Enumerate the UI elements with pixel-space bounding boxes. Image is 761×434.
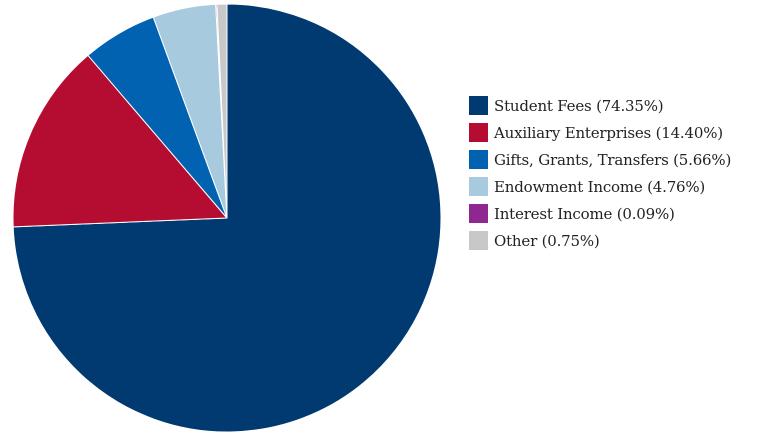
legend-swatch [469, 96, 488, 115]
legend-label: Interest Income (0.09%) [494, 204, 675, 223]
legend-item-other: Other (0.75%) [469, 227, 731, 254]
legend-item-gifts-grants-transfers: Gifts, Grants, Transfers (5.66%) [469, 146, 731, 173]
legend-item-endowment-income: Endowment Income (4.76%) [469, 173, 731, 200]
legend-label: Student Fees (74.35%) [494, 96, 664, 115]
legend-item-interest-income: Interest Income (0.09%) [469, 200, 731, 227]
legend-item-auxiliary-enterprises: Auxiliary Enterprises (14.40%) [469, 119, 731, 146]
pie-slice-other [216, 3, 228, 219]
legend: Student Fees (74.35%) Auxiliary Enterpris… [469, 92, 731, 254]
legend-swatch [469, 231, 488, 250]
legend-label: Endowment Income (4.76%) [494, 177, 706, 196]
pie-slice-auxiliary-enterprises [12, 54, 228, 228]
legend-label: Other (0.75%) [494, 231, 600, 250]
legend-swatch [469, 204, 488, 223]
legend-swatch [469, 177, 488, 196]
legend-swatch [469, 150, 488, 169]
legend-label: Gifts, Grants, Transfers (5.66%) [494, 150, 732, 169]
legend-label: Auxiliary Enterprises (14.40%) [494, 123, 723, 142]
legend-item-student-fees: Student Fees (74.35%) [469, 92, 731, 119]
legend-swatch [469, 123, 488, 142]
pie-slices [12, 3, 442, 433]
